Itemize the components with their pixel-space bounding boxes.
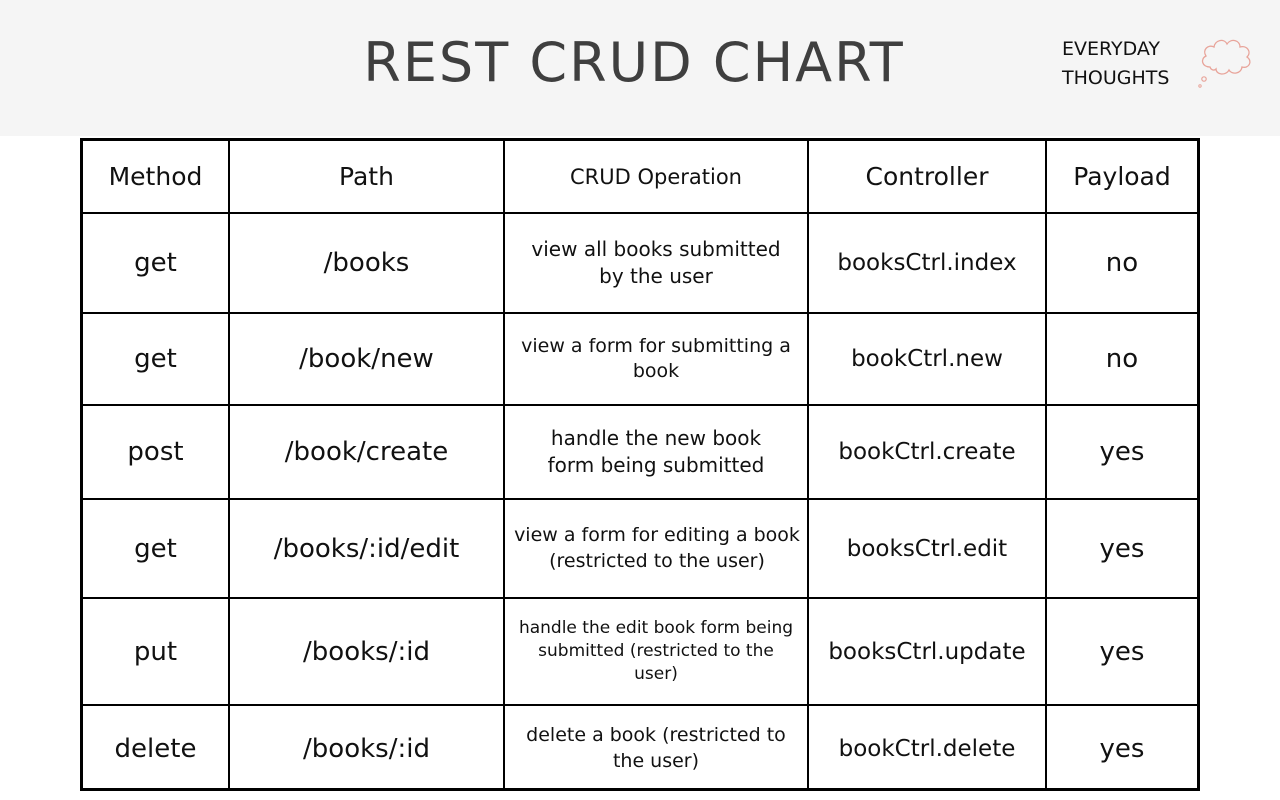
brand-line-1: EVERYDAY	[1062, 38, 1161, 60]
thought-cloud-icon	[1198, 39, 1251, 88]
table-row: put /books/:id handle the edit book form…	[83, 597, 1197, 706]
cell-path: /book/create	[228, 404, 505, 500]
cell-controller: bookCtrl.create	[807, 404, 1047, 500]
cell-path: /book/new	[228, 312, 505, 406]
brand-line-2: THOUGHTS	[1062, 67, 1170, 89]
table-row: get /books view all books submitted by t…	[83, 212, 1197, 314]
cell-method: get	[83, 312, 230, 406]
column-header-payload: Payload	[1045, 141, 1197, 214]
cell-crud-operation: view a form for editing a book (restrict…	[503, 498, 809, 599]
cell-controller: booksCtrl.edit	[807, 498, 1047, 599]
cell-path: /books/:id	[228, 597, 505, 706]
cell-method: delete	[83, 704, 230, 791]
column-header-crud-operation: CRUD Operation	[503, 141, 809, 214]
cell-crud-operation: delete a book (restricted to the user)	[503, 704, 809, 791]
thought-bubble-dot-small	[1198, 84, 1202, 88]
crud-table: Method Path CRUD Operation Controller Pa…	[83, 141, 1197, 791]
cell-method: put	[83, 597, 230, 706]
cell-method: get	[83, 498, 230, 599]
operation-text: view all books submitted by the user	[531, 237, 781, 288]
cell-crud-operation: view a form for submitting a book	[503, 312, 809, 406]
brand-text: EVERYDAY THOUGHTS	[1062, 35, 1169, 93]
table-row: delete /books/:id delete a book (restric…	[83, 704, 1197, 791]
table-row: get /books/:id/edit view a form for edit…	[83, 498, 1197, 599]
operation-text: handle the edit book form being submitte…	[518, 618, 794, 684]
cell-payload: no	[1045, 312, 1197, 406]
table-row: post /book/create handle the new book fo…	[83, 404, 1197, 500]
brand-logo: EVERYDAY THOUGHTS	[1062, 35, 1262, 95]
cell-payload: yes	[1045, 704, 1197, 791]
cell-crud-operation: handle the new book form being submitted	[503, 404, 809, 500]
column-header-controller: Controller	[807, 141, 1047, 214]
cell-crud-operation: view all books submitted by the user	[503, 212, 809, 314]
cell-crud-operation: handle the edit book form being submitte…	[503, 597, 809, 706]
column-header-path: Path	[228, 141, 505, 214]
operation-text: view a form for editing a book (restrict…	[514, 524, 800, 572]
operation-text: handle the new book form being submitted	[547, 426, 765, 477]
table-header-row: Method Path CRUD Operation Controller Pa…	[83, 141, 1197, 214]
cell-payload: no	[1045, 212, 1197, 314]
cell-controller: bookCtrl.delete	[807, 704, 1047, 791]
thought-bubble-dot	[1201, 76, 1207, 82]
cell-path: /books	[228, 212, 505, 314]
page-title: REST CRUD CHART	[363, 31, 905, 94]
column-header-method: Method	[83, 141, 230, 214]
cell-path: /books/:id/edit	[228, 498, 505, 599]
cell-method: post	[83, 404, 230, 500]
cell-payload: yes	[1045, 597, 1197, 706]
cell-controller: booksCtrl.index	[807, 212, 1047, 314]
cell-payload: yes	[1045, 498, 1197, 599]
operation-text: delete a book (restricted to the user)	[526, 724, 786, 772]
operation-text: view a form for submitting a book	[521, 334, 791, 382]
header-banner: REST CRUD CHART EVERYDAY THOUGHTS	[0, 0, 1280, 136]
cell-controller: booksCtrl.update	[807, 597, 1047, 706]
cell-payload: yes	[1045, 404, 1197, 500]
crud-table-container: Method Path CRUD Operation Controller Pa…	[80, 138, 1200, 791]
cell-controller: bookCtrl.new	[807, 312, 1047, 406]
thought-cloud-shape	[1201, 39, 1251, 75]
table-row: get /book/new view a form for submitting…	[83, 312, 1197, 406]
cell-method: get	[83, 212, 230, 314]
cell-path: /books/:id	[228, 704, 505, 791]
